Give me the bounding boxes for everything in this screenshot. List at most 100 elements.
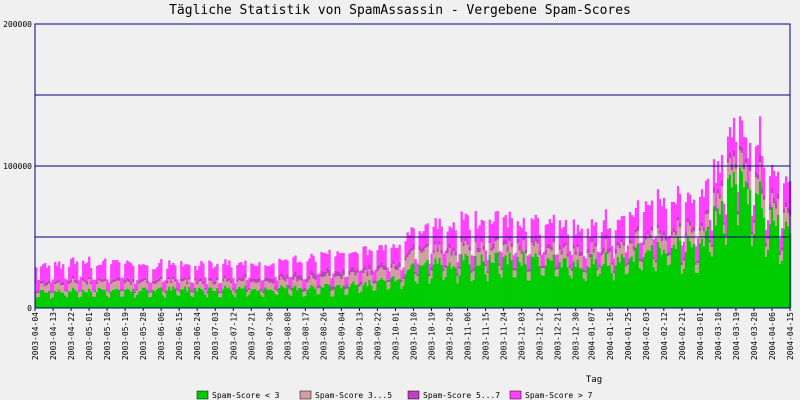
area-segment [508,236,511,242]
area-segment [706,209,710,214]
area-segment [280,285,283,308]
area-segment [308,275,311,280]
area-segment [348,286,351,308]
x-tick-label: 2004-03-28 [750,312,759,360]
area-segment [490,247,493,251]
area-segment [318,284,321,288]
area-segment [764,246,768,257]
area-segment [242,288,245,308]
area-segment [782,183,786,209]
area-segment [774,176,778,203]
area-segment [710,244,714,248]
area-segment [608,251,612,266]
area-segment [558,249,561,262]
area-segment [304,287,307,292]
area-segment [552,214,555,238]
area-segment [386,281,389,290]
area-segment [470,255,473,270]
area-segment [156,289,159,308]
area-segment [678,222,682,228]
area-segment [642,240,646,245]
area-segment [746,189,750,205]
area-segment [410,251,413,265]
area-segment [776,193,780,200]
area-segment [98,287,101,308]
area-segment [522,236,525,240]
area-segment [286,278,289,286]
area-segment [564,245,567,258]
area-segment [86,292,89,308]
area-segment [450,268,453,308]
x-tick-label: 2004-04-06 [768,312,777,360]
area-segment [534,241,537,254]
area-segment [376,265,379,272]
area-segment [106,295,109,308]
area-segment [66,279,69,290]
area-segment [192,290,195,293]
area-segment [94,292,97,297]
area-segment [306,290,309,308]
area-segment [720,155,724,181]
area-segment [592,248,596,253]
area-segment [300,276,303,281]
area-segment [198,287,201,308]
area-segment [102,289,105,308]
area-segment [754,193,758,308]
area-segment [556,276,559,308]
area-segment [762,199,766,218]
area-segment [500,277,503,308]
area-segment [456,275,459,284]
area-segment [284,277,287,282]
area-segment [430,267,433,271]
area-segment [686,217,690,223]
area-segment [430,270,433,279]
area-segment [420,233,423,249]
area-segment [734,141,738,164]
area-segment [358,286,361,293]
area-segment [252,281,255,290]
area-segment [96,281,99,284]
area-segment [628,258,632,308]
area-segment [222,281,225,290]
area-segment [366,254,369,272]
area-segment [324,283,327,308]
area-segment [190,282,193,291]
area-segment [684,202,688,233]
area-segment [632,216,636,247]
area-segment [354,251,357,271]
area-segment [276,288,279,291]
area-segment [70,291,73,308]
area-segment [666,255,670,266]
area-segment [756,179,760,195]
area-segment [784,201,788,208]
area-segment [742,136,746,164]
area-segment [406,257,409,271]
area-segment [650,230,654,245]
area-segment [180,281,183,290]
area-segment [584,272,588,281]
area-segment [592,252,596,265]
area-segment [126,278,129,282]
area-segment [638,242,642,259]
area-segment [616,245,620,257]
area-segment [118,289,121,308]
area-segment [70,258,73,280]
area-segment [588,253,592,258]
area-segment [204,277,207,288]
area-segment [552,237,555,243]
area-segment [240,262,243,279]
area-segment [652,259,656,268]
area-segment [380,267,383,278]
area-segment [348,270,351,276]
area-segment [758,154,762,163]
area-segment [524,249,527,254]
area-segment [482,250,485,262]
area-segment [600,255,604,267]
area-segment [568,275,572,308]
area-segment [268,282,271,290]
x-axis: 2003-04-04 2003-04-13 2003-04-22 2003-05-01… [31,308,795,360]
area-segment [696,260,700,263]
area-segment [288,294,291,308]
area-segment [312,272,315,279]
